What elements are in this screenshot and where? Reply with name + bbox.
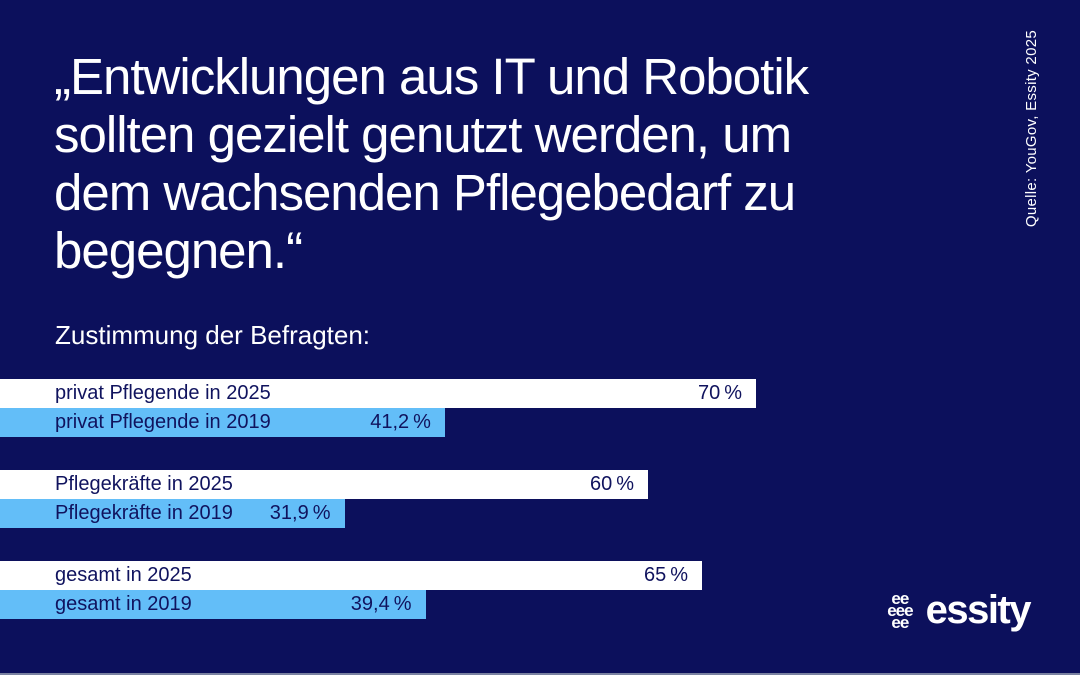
bar-value: 65 % [643,564,688,586]
bottom-edge-line [0,673,1080,675]
bar-label: Pflegekräfte in 2025 [55,473,233,495]
essity-flower-icon-row: ee [891,612,909,632]
bar-label: gesamt in 2025 [55,564,192,586]
bar-value: 70 % [697,382,742,404]
bar-label: privat Pflegende in 2019 [55,411,271,433]
bar-group-gesamt: gesamt in 2025 65 % gesamt in 2019 39,4 … [0,561,1080,619]
bar-pflegekraefte-2019: Pflegekräfte in 2019 31,9 % [0,499,345,528]
bar-label: gesamt in 2019 [55,593,192,615]
chart-subtitle: Zustimmung der Befragten: [55,320,371,350]
essity-flower-icon-row: eee [887,600,913,620]
bar-gesamt-2025: gesamt in 2025 65 % [0,561,702,590]
bar-pflegekraefte-2025: Pflegekräfte in 2025 60 % [0,470,648,499]
bar-gesamt-2019: gesamt in 2019 39,4 % [0,590,426,619]
bar-group-pflegekraefte: Pflegekräfte in 2025 60 % Pflegekräfte i… [0,470,1080,528]
bar-value: 39,4 % [350,593,412,615]
essity-flower-icon: ee eee ee [887,588,913,632]
essity-logo: ee eee ee essity [887,588,1032,633]
bar-group-privat-pflegende: privat Pflegende in 2025 70 % privat Pfl… [0,379,1080,437]
bar-privat-pflegende-2025: privat Pflegende in 2025 70 % [0,379,756,408]
bar-value: 41,2 % [370,411,431,433]
source-note: Quelle: YouGov, Essity 2025 [1023,30,1040,228]
bar-value: 60 % [589,473,634,495]
bar-label: privat Pflegende in 2025 [55,382,271,404]
essity-flower-icon-row: ee [891,588,909,608]
bar-chart: privat Pflegende in 2025 70 % privat Pfl… [0,379,1080,652]
quote-headline: „Entwicklungen aus IT und Robotik sollte… [54,48,809,279]
essity-wordmark: essity [925,588,1032,632]
bar-privat-pflegende-2019: privat Pflegende in 2019 41,2 % [0,408,445,437]
bar-value: 31,9 % [269,502,331,524]
bar-label: Pflegekräfte in 2019 [55,502,233,524]
